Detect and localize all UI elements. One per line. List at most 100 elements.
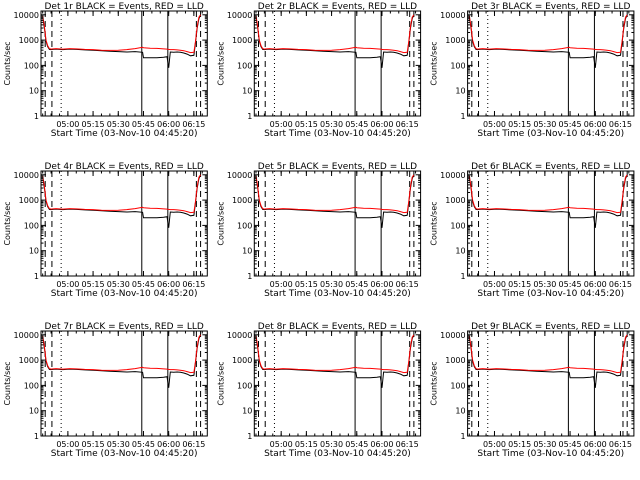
x-tick-label: 05:15 [295, 280, 318, 289]
y-tick-label: 1000 [232, 356, 252, 365]
y-axis-label: Counts/sec [430, 41, 439, 85]
y-tick-label: 10 [455, 87, 465, 96]
plot-frame [40, 170, 208, 277]
x-tick-label: 05:15 [508, 280, 531, 289]
events-series-line [255, 14, 415, 68]
y-axis-label: Counts/sec [216, 41, 225, 85]
y-tick-label: 1000 [445, 356, 465, 365]
y-axis-label: Counts/sec [216, 201, 225, 245]
y-tick-label: 10000 [440, 331, 465, 340]
y-tick-label: 10000 [227, 331, 252, 340]
events-series-line [42, 14, 202, 68]
y-tick-label: 10000 [14, 171, 39, 180]
x-tick-label: 06:15 [609, 120, 632, 129]
plot-frame [40, 10, 208, 117]
y-tick-label: 10 [29, 407, 39, 416]
y-tick-label: 10 [455, 247, 465, 256]
x-tick-label: 05:00 [483, 120, 506, 129]
detector-panel-4r: Det 4r BLACK = Events, RED = LLD 1 10 100 10… [3, 162, 208, 299]
x-tick-label: 05:30 [320, 440, 343, 449]
y-tick-label: 100 [24, 381, 39, 390]
x-tick-label: 06:15 [182, 120, 205, 129]
x-tick-label: 05:45 [132, 440, 155, 449]
detector-panel-8r: Det 8r BLACK = Events, RED = LLD 1 10 100 10… [216, 322, 422, 459]
x-tick-label: 05:30 [320, 120, 343, 129]
lld-series-line [255, 14, 415, 54]
detector-panel-2r: Det 2r BLACK = Events, RED = LLD 1 10 100 10… [216, 2, 422, 139]
y-tick-label: 10 [455, 407, 465, 416]
x-tick-label: 05:45 [559, 120, 582, 129]
x-axis-label: Start Time (03-Nov-10 04:45:20) [477, 449, 624, 459]
y-tick-label: 10000 [440, 171, 465, 180]
x-axis-label: Start Time (03-Nov-10 04:45:20) [51, 129, 198, 139]
detector-panel-9r: Det 9r BLACK = Events, RED = LLD 1 10 100 10… [430, 322, 635, 459]
y-tick-label: 1000 [19, 356, 39, 365]
events-series-line [468, 14, 628, 68]
x-tick-label: 06:00 [584, 120, 607, 129]
panel-title: Det 1r BLACK = Events, RED = LLD [45, 2, 204, 12]
x-tick-label: 05:00 [483, 280, 506, 289]
detector-panel-5r: Det 5r BLACK = Events, RED = LLD 1 10 100 10… [216, 162, 422, 299]
y-axis-label: Counts/sec [3, 41, 12, 85]
x-tick-label: 06:00 [370, 440, 393, 449]
x-tick-label: 05:45 [559, 280, 582, 289]
x-tick-label: 05:30 [107, 440, 130, 449]
plot-frame [467, 330, 635, 437]
y-tick-label: 100 [237, 61, 252, 70]
y-tick-label: 10000 [14, 11, 39, 20]
lld-series-line [42, 174, 202, 214]
x-tick-label: 05:45 [345, 120, 368, 129]
x-tick-label: 06:15 [396, 280, 419, 289]
x-axis-label: Start Time (03-Nov-10 04:45:20) [51, 289, 198, 299]
panel-title: Det 6r BLACK = Events, RED = LLD [471, 162, 630, 172]
x-tick-label: 06:00 [157, 280, 180, 289]
x-tick-label: 05:45 [132, 280, 155, 289]
x-tick-label: 05:00 [270, 280, 293, 289]
x-tick-label: 05:15 [295, 120, 318, 129]
x-tick-label: 05:30 [533, 280, 556, 289]
panel-title: Det 5r BLACK = Events, RED = LLD [258, 162, 417, 172]
y-tick-label: 100 [24, 221, 39, 230]
panel-title: Det 4r BLACK = Events, RED = LLD [45, 162, 204, 172]
x-tick-label: 05:15 [82, 120, 105, 129]
y-tick-label: 1000 [19, 36, 39, 45]
x-tick-label: 05:45 [345, 440, 368, 449]
x-tick-label: 05:00 [56, 120, 79, 129]
x-tick-label: 05:15 [82, 280, 105, 289]
y-tick-label: 10000 [14, 331, 39, 340]
x-tick-label: 05:30 [107, 280, 130, 289]
x-tick-label: 06:00 [157, 440, 180, 449]
x-axis-label: Start Time (03-Nov-10 04:45:20) [477, 129, 624, 139]
y-tick-label: 10 [242, 87, 252, 96]
detector-panel-6r: Det 6r BLACK = Events, RED = LLD 1 10 100 10… [430, 162, 635, 299]
panel-title: Det 9r BLACK = Events, RED = LLD [471, 322, 630, 332]
panel-title: Det 2r BLACK = Events, RED = LLD [258, 2, 417, 12]
lld-series-line [468, 14, 628, 54]
plot-frame [40, 330, 208, 437]
x-axis-label: Start Time (03-Nov-10 04:45:20) [264, 289, 411, 299]
x-tick-label: 05:15 [508, 440, 531, 449]
x-axis-label: Start Time (03-Nov-10 04:45:20) [51, 449, 198, 459]
y-tick-label: 1 [461, 112, 466, 121]
panel-title: Det 3r BLACK = Events, RED = LLD [471, 2, 630, 12]
y-tick-label: 10000 [227, 171, 252, 180]
plot-frame [253, 330, 422, 437]
y-tick-label: 1000 [19, 196, 39, 205]
x-tick-label: 05:15 [295, 440, 318, 449]
x-axis-label: Start Time (03-Nov-10 04:45:20) [477, 289, 624, 299]
x-tick-label: 06:15 [609, 440, 632, 449]
y-tick-label: 1000 [445, 196, 465, 205]
lld-series-line [42, 334, 202, 374]
x-tick-label: 05:00 [270, 440, 293, 449]
plot-frame [467, 10, 635, 117]
y-tick-label: 1000 [232, 196, 252, 205]
y-tick-label: 10 [29, 247, 39, 256]
y-tick-label: 1 [34, 272, 39, 281]
x-tick-label: 06:15 [182, 440, 205, 449]
y-tick-label: 1 [34, 112, 39, 121]
x-tick-label: 06:15 [396, 440, 419, 449]
y-tick-label: 10 [242, 407, 252, 416]
plot-frame [253, 10, 422, 117]
y-tick-label: 100 [450, 61, 465, 70]
y-tick-label: 1 [247, 272, 252, 281]
